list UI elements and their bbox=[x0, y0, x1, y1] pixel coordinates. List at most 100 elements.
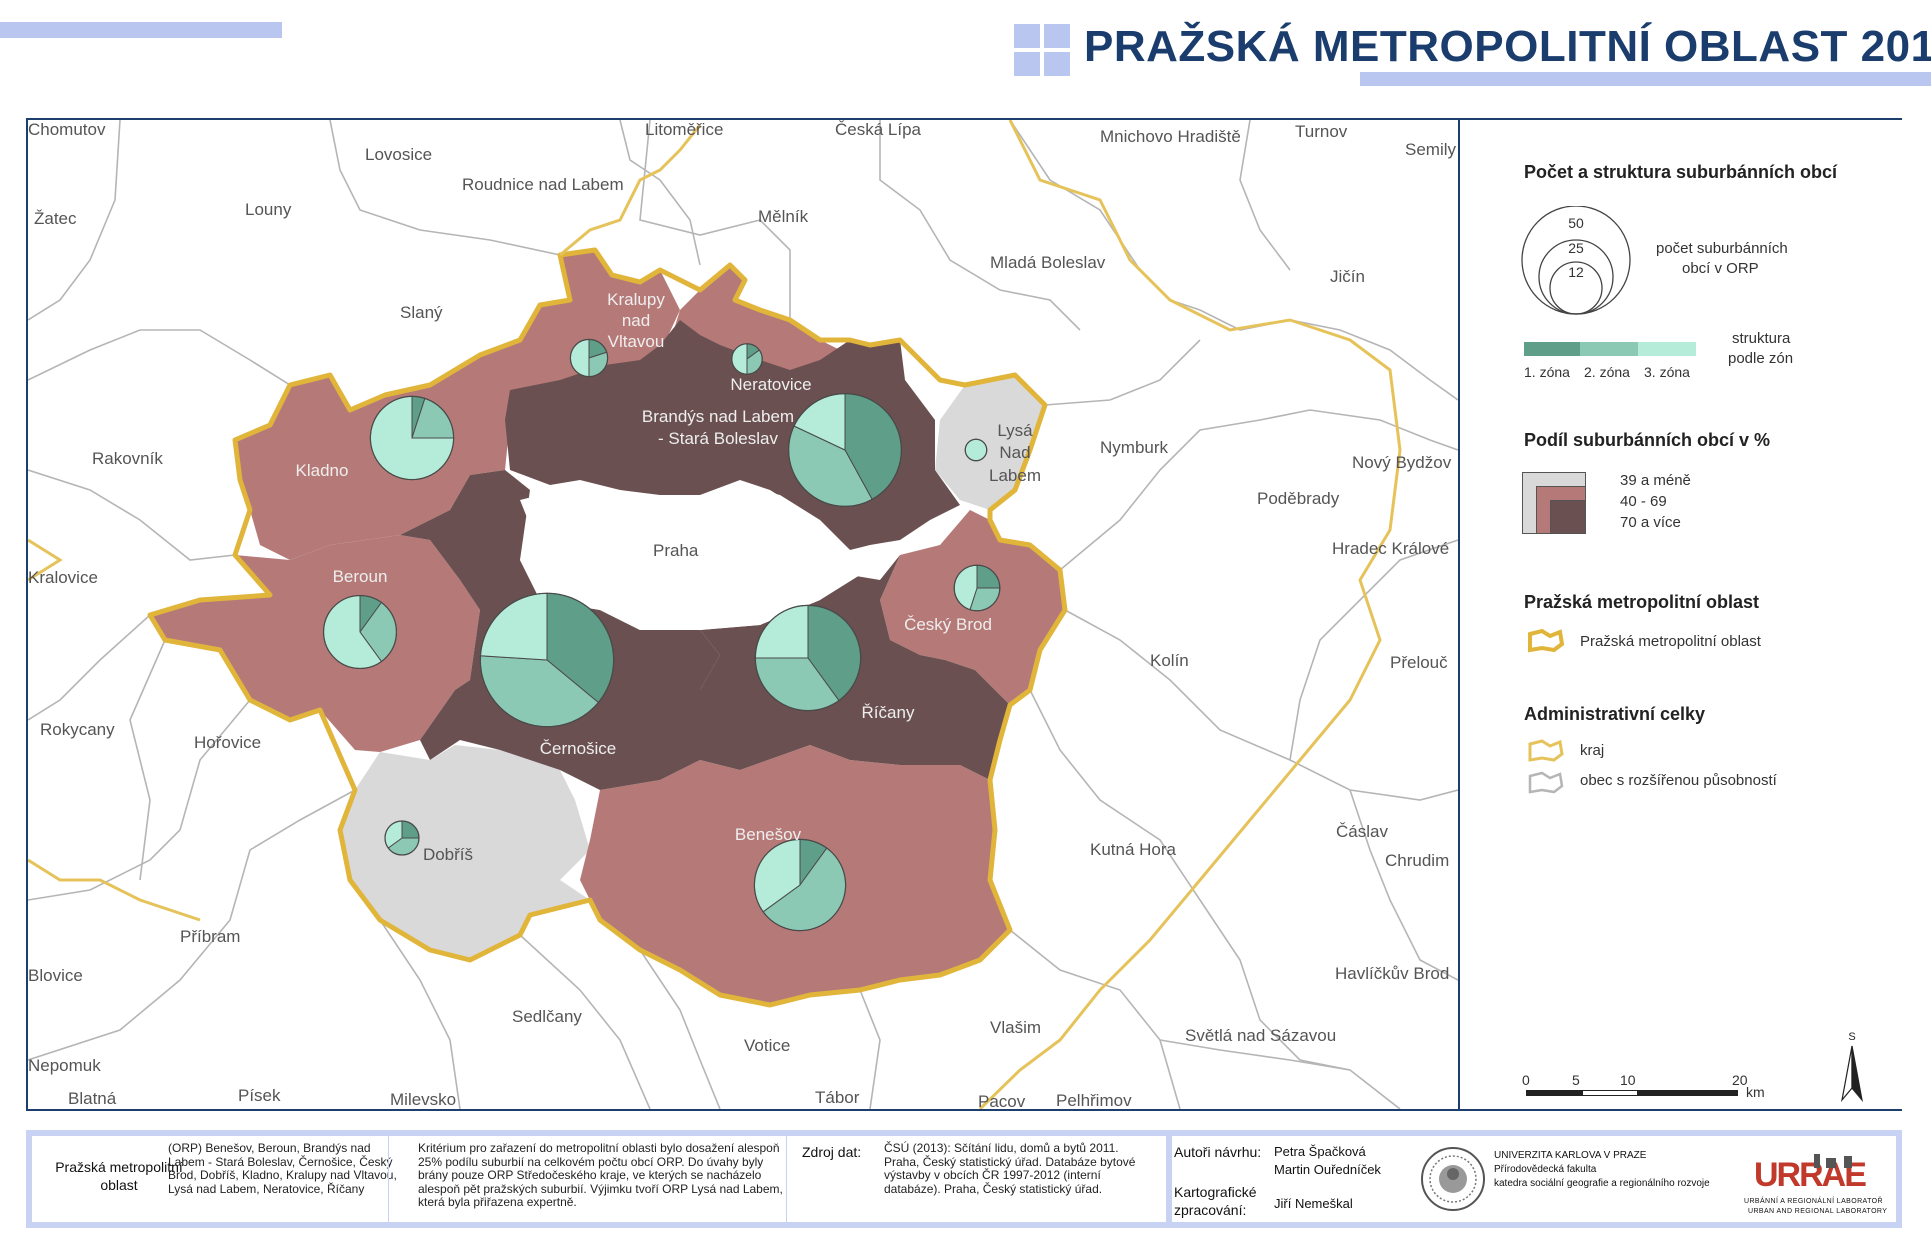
footer-author-1: Petra Špačková bbox=[1274, 1144, 1366, 1159]
region-kladno[interactable] bbox=[235, 250, 680, 560]
footer-carto: Jiří Nemeškal bbox=[1274, 1196, 1353, 1211]
legend-circle-25: 25 bbox=[1568, 240, 1584, 256]
legend-title-count: Počet a struktura suburbánních obcí bbox=[1524, 162, 1838, 182]
legend-zone2-swatch bbox=[1580, 342, 1638, 356]
pie-6 bbox=[953, 564, 1001, 612]
legend-circle-12: 12 bbox=[1568, 264, 1584, 280]
pie-5-outline bbox=[322, 594, 398, 670]
label-rakovnik: Rakovník bbox=[92, 449, 163, 468]
label-kralupy-2: nad bbox=[622, 311, 650, 330]
label-lysa-1: Lysá bbox=[997, 421, 1033, 440]
label-chomutov: Chomutov bbox=[28, 120, 106, 139]
label-milevsko: Milevsko bbox=[390, 1090, 456, 1109]
page-title: PRAŽSKÁ METROPOLITNÍ OBLAST 2012 bbox=[1084, 22, 1931, 71]
label-turnov: Turnov bbox=[1295, 122, 1348, 141]
pie-8-outline bbox=[754, 604, 862, 712]
footer-author-2: Martin Ouředníček bbox=[1274, 1162, 1381, 1177]
university-seal-icon bbox=[1421, 1147, 1485, 1211]
legend-orp-symbol bbox=[1528, 771, 1564, 794]
legend-kraj-symbol bbox=[1528, 739, 1564, 762]
region-beroun[interactable] bbox=[150, 535, 480, 752]
label-litomerice: Litoměřice bbox=[645, 120, 723, 139]
footer-lab-2: URBAN AND REGIONAL LABORATORY bbox=[1748, 1208, 1888, 1215]
legend-orp-label: obec s rozšířenou působností bbox=[1580, 772, 1777, 789]
legend-title-metro: Pražská metropolitní oblast bbox=[1524, 592, 1760, 612]
title-logo-squares bbox=[1014, 24, 1072, 76]
footer-lab-1: URBÁNNÍ A REGIONÁLNÍ LABORATOŘ bbox=[1744, 1198, 1883, 1205]
pie-1 bbox=[569, 338, 609, 378]
footer-source: ČSÚ (2013): Sčítání lidu, domů a bytů 20… bbox=[884, 1141, 1136, 1196]
label-vlasim: Vlašim bbox=[990, 1018, 1041, 1037]
map-canvas[interactable]: Chomutov Litoměřice Česká Lípa Mnichovo … bbox=[28, 120, 1458, 1109]
label-pribram: Příbram bbox=[180, 927, 240, 946]
legend-circle-desc-1: počet suburbánních bbox=[1656, 240, 1788, 257]
label-kralupy-1: Kralupy bbox=[607, 290, 665, 309]
footer-area-label: Pražská metropolitní oblast bbox=[55, 1159, 183, 1193]
pie-2-outline bbox=[731, 343, 763, 375]
pie-0 bbox=[369, 395, 455, 481]
label-blatna: Blatná bbox=[68, 1089, 117, 1108]
label-nymburk: Nymburk bbox=[1100, 438, 1169, 457]
label-sedlcany: Sedlčany bbox=[512, 1007, 582, 1026]
footer-credits-box: Autoři návrhu: Petra Špačková Martin Ouř… bbox=[1172, 1136, 1896, 1222]
region-praha[interactable] bbox=[520, 485, 860, 630]
urrlab-logo: URRAE bbox=[1754, 1154, 1868, 1192]
footer-carto-label-1: Kartografické bbox=[1174, 1184, 1257, 1200]
label-cesky-brod: Český Brod bbox=[904, 615, 992, 634]
label-jicin: Jičín bbox=[1330, 267, 1365, 286]
footer-uni-1: UNIVERZITA KARLOVA V PRAZE bbox=[1494, 1150, 1647, 1161]
pie-5 bbox=[322, 594, 398, 670]
pie-7 bbox=[479, 592, 615, 728]
label-havlickuv-brod: Havlíčkův Brod bbox=[1335, 964, 1449, 983]
pie-4 bbox=[964, 438, 988, 462]
label-svetla: Světlá nad Sázavou bbox=[1185, 1026, 1336, 1045]
label-semily: Semily bbox=[1405, 140, 1457, 159]
legend-class-high-label: 70 a více bbox=[1620, 514, 1681, 531]
pie-10 bbox=[753, 838, 847, 932]
label-lysa-3: Labem bbox=[989, 466, 1041, 485]
legend-circle-50: 50 bbox=[1568, 215, 1584, 231]
pie-charts bbox=[322, 338, 1001, 932]
top-left-decor-bar bbox=[0, 22, 282, 38]
label-podebrady: Poděbrady bbox=[1257, 489, 1340, 508]
legend-class-mid-label: 40 - 69 bbox=[1620, 493, 1667, 510]
label-lovosice: Lovosice bbox=[365, 145, 432, 164]
scale-tick-0: 0 bbox=[1522, 1072, 1530, 1088]
region-dobris[interactable] bbox=[340, 745, 590, 960]
legend-title-admin: Administrativní celky bbox=[1524, 704, 1706, 724]
scale-tick-10: 10 bbox=[1620, 1072, 1636, 1088]
label-slany: Slaný bbox=[400, 303, 443, 322]
label-ceska-lipa: Česká Lípa bbox=[835, 120, 922, 139]
pie-3 bbox=[788, 393, 902, 507]
north-arrow-icon: S bbox=[1840, 1031, 1864, 1103]
label-kolin: Kolín bbox=[1150, 651, 1189, 670]
footer-carto-label-2: zpracování: bbox=[1174, 1202, 1247, 1218]
north-letter: S bbox=[1848, 1031, 1855, 1043]
pie-0-outline bbox=[369, 395, 455, 481]
legend-title-share: Podíl suburbánních obcí v % bbox=[1524, 430, 1771, 450]
map-labels: Chomutov Litoměřice Česká Lípa Mnichovo … bbox=[28, 120, 1457, 1109]
footer-divider-2 bbox=[786, 1136, 787, 1222]
label-neratovice: Neratovice bbox=[730, 375, 811, 394]
footer-uni-3: katedra sociální geografie a regionálníh… bbox=[1494, 1178, 1710, 1189]
scale-bar-seg1 bbox=[1526, 1090, 1582, 1096]
label-nepomuk: Nepomuk bbox=[28, 1056, 101, 1075]
label-zatec: Žatec bbox=[34, 209, 77, 228]
orp-boundaries bbox=[28, 120, 1458, 1109]
legend-kraj-label: kraj bbox=[1580, 742, 1605, 759]
label-novy-bydzov: Nový Bydžov bbox=[1352, 453, 1452, 472]
pie-9-outline bbox=[384, 820, 420, 856]
label-votice: Votice bbox=[744, 1036, 790, 1055]
label-melnik: Mělník bbox=[758, 207, 809, 226]
legend-circle-desc-2: obcí v ORP bbox=[1682, 260, 1759, 277]
kraj-boundary bbox=[28, 120, 1402, 1109]
footer-criterion: Kritérium pro zařazení do metropolitní o… bbox=[418, 1141, 783, 1209]
label-blovice: Blovice bbox=[28, 966, 83, 985]
scale-tick-5: 5 bbox=[1572, 1072, 1580, 1088]
label-kladno: Kladno bbox=[296, 461, 349, 480]
legend-circle-sizes: 50 25 12 bbox=[1521, 206, 1631, 315]
pie-1-outline bbox=[569, 338, 609, 378]
pie-4-outline bbox=[964, 438, 988, 462]
label-chrudim: Chrudim bbox=[1385, 851, 1449, 870]
label-pisek: Písek bbox=[238, 1086, 281, 1105]
